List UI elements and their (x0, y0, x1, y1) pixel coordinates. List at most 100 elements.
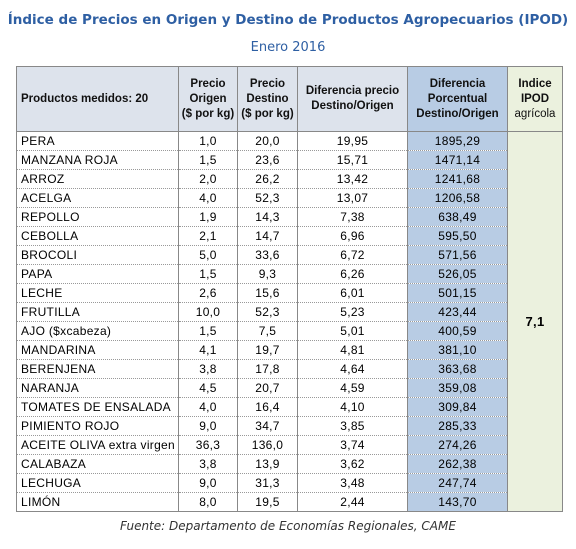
cell-value: 34,7 (237, 416, 298, 436)
cell-value: 3,74 (297, 435, 408, 455)
cell-value: 13,42 (297, 169, 408, 189)
cell-value: 10,0 (178, 302, 238, 322)
cell-value: 4,10 (297, 397, 408, 417)
cell-value: 501,15 (407, 283, 508, 303)
header-line: Indice (518, 77, 552, 90)
cell-value: 2,44 (297, 492, 408, 512)
cell-value: 4,81 (297, 340, 408, 360)
header-line: IPOD (520, 92, 550, 105)
product-name: PAPA (16, 264, 179, 284)
price-table: Productos medidos: 20 Precio Origen ($ por … (16, 66, 563, 512)
cell-value: 595,50 (407, 226, 508, 246)
cell-value: 16,4 (237, 397, 298, 417)
cell-value: 1206,58 (407, 188, 508, 208)
product-name: AJO ($xcabeza) (16, 321, 179, 341)
cell-value: 15,71 (297, 150, 408, 170)
cell-value: 19,7 (237, 340, 298, 360)
cell-value: 1241,68 (407, 169, 508, 189)
cell-value: 52,3 (237, 188, 298, 208)
header-line: Diferencia precio (305, 85, 400, 97)
cell-value: 1,9 (178, 207, 238, 227)
cell-value: 2,1 (178, 226, 238, 246)
subtitle: Enero 2016 (250, 40, 326, 55)
cell-value: 23,6 (237, 150, 298, 170)
cell-value: 274,26 (407, 435, 508, 455)
cell-value: 571,56 (407, 245, 508, 265)
cell-value: 15,6 (237, 283, 298, 303)
header-line: Porcentual (427, 92, 488, 105)
product-name: MANDARINA (16, 340, 179, 360)
source-note: Fuente: Departamento de Economías Region… (120, 519, 456, 533)
cell-value: 4,1 (178, 340, 238, 360)
product-name: PIMIENTO ROJO (16, 416, 179, 436)
cell-value: 3,48 (297, 473, 408, 493)
cell-value: 363,68 (407, 359, 508, 379)
table-row: PIMIENTO ROJO 9,0 34,7 3,85 285,33 (16, 416, 563, 436)
table-row: ACELGA 4,0 52,3 13,07 1206,58 (16, 188, 563, 208)
table-row: CEBOLLA 2,1 14,7 6,96 595,50 (16, 226, 563, 246)
table-row: ARROZ 2,0 26,2 13,42 1241,68 (16, 169, 563, 189)
product-name: BERENJENA (16, 359, 179, 379)
column-header: Indice IPOD agrícola (507, 66, 563, 132)
table-row: MANDARINA 4,1 19,7 4,81 381,10 (16, 340, 563, 360)
cell-value: 638,49 (407, 207, 508, 227)
header-line: ($ por kg) (241, 107, 294, 120)
cell-value: 9,0 (178, 416, 238, 436)
product-name: TOMATES DE ENSALADA (16, 397, 179, 417)
table-row: NARANJA 4,5 20,7 4,59 359,08 (16, 378, 563, 398)
header-line: ($ por kg) (181, 107, 235, 120)
title: Índice de Precios en Origen y Destino de… (7, 12, 569, 28)
cell-value: 19,5 (237, 492, 298, 512)
cell-value: 1471,14 (407, 150, 508, 170)
cell-value: 5,0 (178, 245, 238, 265)
column-header: Precio Origen ($ por kg) (178, 66, 238, 132)
cell-value: 13,9 (237, 454, 298, 474)
cell-value: 7,5 (237, 321, 298, 341)
cell-value: 36,3 (178, 435, 238, 455)
cell-value: 7,38 (297, 207, 408, 227)
cell-value: 143,70 (407, 492, 508, 512)
cell-value: 26,2 (237, 169, 298, 189)
header-line: Diferencia (429, 77, 486, 90)
cell-value: 20,7 (237, 378, 298, 398)
column-header: Productos medidos: 20 (16, 66, 179, 132)
cell-value: 285,33 (407, 416, 508, 436)
cell-value: 1,5 (178, 150, 238, 170)
product-name: PERA (16, 131, 179, 151)
table-row: BERENJENA 3,8 17,8 4,64 363,68 (16, 359, 563, 379)
cell-value: 52,3 (237, 302, 298, 322)
cell-value: 381,10 (407, 340, 508, 360)
table-row: ACEITE OLIVA extra virgen 36,3 136,0 3,74 27… (16, 435, 563, 455)
header-line: Destino/Origen (311, 100, 394, 112)
cell-value: 20,0 (237, 131, 298, 151)
table-row: TOMATES DE ENSALADA 4,0 16,4 4,10 309,84 (16, 397, 563, 417)
cell-value: 1,5 (178, 264, 238, 284)
header-row: Productos medidos: 20 Precio Origen ($ por … (16, 66, 563, 132)
product-name: MANZANA ROJA (16, 150, 179, 170)
table-row: LECHE 2,6 15,6 6,01 501,15 (16, 283, 563, 303)
product-name: ACELGA (16, 188, 179, 208)
cell-value: 17,8 (237, 359, 298, 379)
cell-value: 9,3 (237, 264, 298, 284)
table-row: FRUTILLA 10,0 52,3 5,23 423,44 (16, 302, 563, 322)
header-line: Precio (190, 77, 226, 90)
cell-value: 14,7 (237, 226, 298, 246)
ipod-value: 7,1 (507, 131, 563, 512)
cell-value: 8,0 (178, 492, 238, 512)
cell-value: 6,01 (297, 283, 408, 303)
cell-value: 1,5 (178, 321, 238, 341)
table-body: PERA 1,0 20,0 19,95 1895,29 7,1 MANZANA ROJA 1,… (16, 131, 563, 512)
cell-value: 6,26 (297, 264, 408, 284)
cell-value: 31,3 (237, 473, 298, 493)
cell-value: 3,62 (297, 454, 408, 474)
cell-value: 9,0 (178, 473, 238, 493)
cell-value: 4,0 (178, 397, 238, 417)
column-header: Diferencia precio Destino/Origen (297, 66, 408, 132)
cell-value: 6,96 (297, 226, 408, 246)
cell-value: 359,08 (407, 378, 508, 398)
table-row: CALABAZA 3,8 13,9 3,62 262,38 (16, 454, 563, 474)
cell-value: 4,5 (178, 378, 238, 398)
product-name: LECHUGA (16, 473, 179, 493)
cell-value: 247,74 (407, 473, 508, 493)
